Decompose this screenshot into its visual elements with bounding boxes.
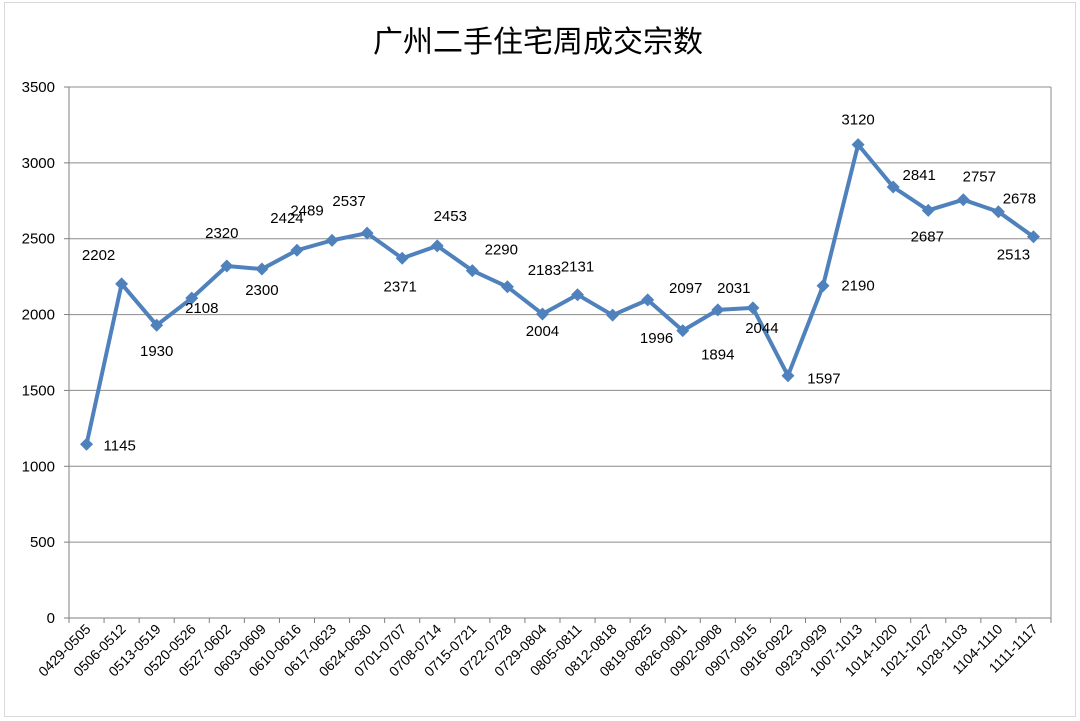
y-tick-label: 2500 (22, 231, 55, 248)
chart-title: 广州二手住宅周成交宗数 (373, 25, 703, 60)
data-label: 2190 (841, 278, 874, 295)
data-label: 2320 (205, 225, 238, 242)
data-label: 1930 (140, 343, 173, 360)
y-tick-label: 1500 (22, 382, 55, 399)
data-point-marker (220, 259, 234, 273)
data-point-marker (851, 138, 865, 152)
data-label: 2300 (245, 282, 278, 299)
y-tick-label: 3500 (22, 79, 55, 96)
data-label: 2371 (383, 278, 416, 295)
data-point-marker (781, 369, 795, 383)
data-label: 2202 (82, 247, 115, 264)
y-tick-label: 2000 (22, 307, 55, 324)
gridlines (69, 86, 1052, 618)
data-point-marker (115, 277, 129, 291)
x-axis-ticks: 0429-05050506-05120513-05190520-05260527… (35, 621, 1041, 680)
y-axis-ticks: 0 500 1000 1500 2000 2500 3000 3500 (22, 79, 55, 627)
data-label: 2841 (902, 167, 935, 184)
data-point-marker (325, 233, 339, 247)
series-line (84, 142, 1036, 447)
data-point-marker (150, 318, 164, 332)
data-point-marker (500, 280, 514, 294)
data-point-marker (395, 251, 409, 265)
data-label: 2757 (963, 169, 996, 186)
y-tick-label: 500 (30, 534, 55, 551)
data-label: 2424 (270, 210, 303, 227)
data-label: 2131 (561, 259, 594, 276)
data-label: 2183 (528, 262, 561, 279)
data-point-marker (606, 308, 620, 322)
data-label: 1996 (640, 330, 673, 347)
data-label: 2678 (1003, 191, 1036, 208)
data-label: 1894 (701, 347, 734, 364)
data-point-marker (535, 307, 549, 321)
axes (64, 86, 1052, 623)
y-tick-label: 1000 (22, 458, 55, 475)
data-point-marker (676, 324, 690, 338)
data-point-marker (641, 293, 655, 307)
data-point-marker (1026, 230, 1040, 244)
y-tick-label: 3000 (22, 155, 55, 172)
data-point-marker (360, 226, 374, 240)
data-label: 2004 (526, 323, 559, 340)
series-polyline (84, 142, 1036, 447)
data-point-marker (185, 291, 199, 305)
data-label: 1145 (104, 437, 136, 454)
data-label: 2108 (185, 300, 218, 317)
data-label: 3120 (841, 112, 874, 129)
data-label: 2290 (485, 242, 518, 259)
data-label: 2031 (717, 280, 750, 297)
data-point-marker (711, 303, 725, 317)
data-point-marker (956, 193, 970, 207)
data-point-marker (886, 180, 900, 194)
data-point-marker (921, 203, 935, 217)
data-point-marker (746, 301, 760, 315)
data-point-marker (290, 243, 304, 257)
data-label: 2044 (745, 320, 778, 337)
data-point-marker (991, 205, 1005, 219)
y-tick-label: 0 (47, 610, 55, 627)
data-point-marker (465, 264, 479, 278)
data-label: 2489 (290, 202, 323, 219)
data-label: 2453 (434, 208, 467, 225)
data-label: 1597 (807, 371, 840, 388)
data-point-marker (571, 288, 585, 302)
data-point-marker (816, 279, 830, 293)
data-point-marker (255, 262, 269, 276)
data-label: 2097 (669, 280, 702, 297)
data-label: 2687 (911, 228, 944, 245)
data-point-marker (430, 239, 444, 253)
series-markers (80, 138, 1040, 451)
data-point-marker (80, 437, 94, 451)
data-label: 2537 (332, 193, 365, 210)
data-label: 2513 (997, 247, 1030, 264)
chart-frame (4, 2, 1076, 717)
